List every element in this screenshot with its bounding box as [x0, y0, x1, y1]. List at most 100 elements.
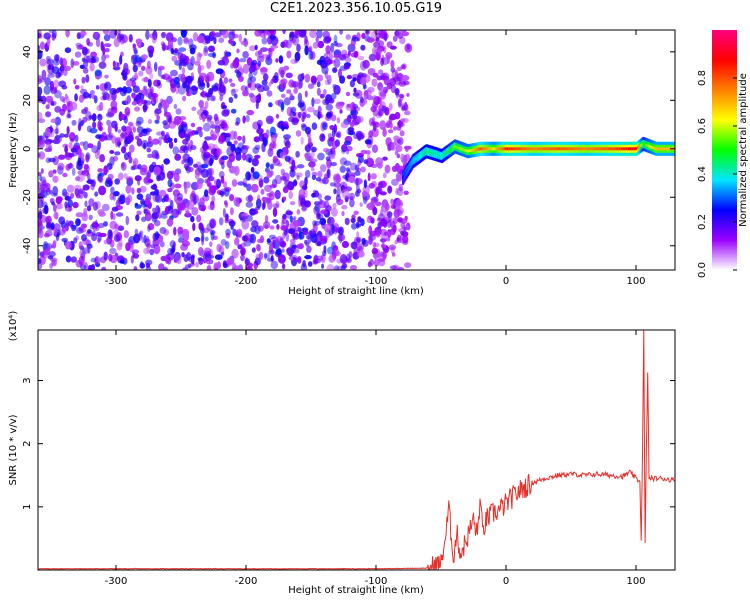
spectrogram-noise-cell [75, 212, 84, 218]
spectrogram-signal-core [523, 147, 527, 151]
spectrogram-signal-core [412, 159, 415, 163]
spectrogram-noise-cell [390, 67, 396, 73]
spectrogram-noise-cell [328, 97, 333, 104]
spectrogram-signal-core [441, 154, 444, 158]
spectrogram-signal-core [607, 147, 611, 151]
spectrogram-noise-cell [111, 109, 118, 114]
spectrogram-noise-cell [131, 100, 138, 106]
spectrogram-noise-cell [174, 183, 182, 189]
spectrogram-noise-cell [274, 189, 281, 200]
spectrogram-noise-cell [74, 134, 79, 142]
spectrogram-noise-cell [82, 116, 88, 123]
spectrogram-noise-cell [53, 79, 59, 89]
spectrogram-noise-cell [397, 217, 403, 223]
spectrogram-signal-core [534, 147, 538, 151]
spectrogram-noise-cell [265, 115, 274, 125]
spectrogram-noise-cell [332, 248, 340, 257]
spectrogram-noise-cell [395, 145, 403, 152]
spectrogram-noise-cell [104, 48, 110, 53]
spectrogram-noise-cell [38, 263, 43, 270]
spectrogram-noise-cell [153, 244, 161, 255]
spectrogram-noise-cell [363, 159, 369, 165]
spectrogram-noise-cell [59, 57, 63, 66]
spectrogram-noise-cell [351, 222, 357, 230]
spectrogram-noise-cell [268, 82, 272, 87]
spectrogram-noise-cell [178, 47, 187, 52]
spectrogram-noise-cell [69, 101, 78, 111]
spectrogram-noise-cell [224, 188, 230, 197]
spectrogram-noise-cell [93, 31, 97, 37]
spectrogram-signal-core [442, 153, 445, 157]
spectrogram-noise-cell [245, 171, 252, 181]
spectrogram-noise-cell [298, 188, 306, 198]
spectrogram-noise-cell [123, 173, 128, 179]
spectrogram-noise-cell [138, 70, 144, 77]
spectrogram-noise-cell [54, 116, 61, 126]
spectrogram-noise-cell [295, 150, 300, 158]
spectrogram-noise-cell [360, 96, 364, 104]
spectrogram-noise-cell [108, 132, 114, 139]
spectrogram-signal-core [525, 147, 529, 151]
spectrogram-noise-cell [222, 208, 226, 218]
spectrogram-noise-cell [137, 178, 141, 186]
spectrogram-noise-cell [367, 86, 375, 93]
spectrogram-noise-cell [149, 33, 155, 39]
spectrogram-noise-cell [72, 61, 80, 66]
spectrogram-noise-cell [219, 94, 223, 102]
spectrogram-signal-core [473, 148, 476, 152]
spectrogram-noise-cell [361, 190, 368, 197]
spectrogram-noise-cell [239, 58, 247, 63]
spectrogram-noise-cell [177, 36, 183, 46]
spectrogram-noise-cell [331, 224, 335, 234]
spectrogram-noise-cell [180, 133, 185, 139]
spectrogram-signal-core [434, 152, 437, 156]
spectrogram-noise-cell [83, 164, 90, 174]
spectrogram-noise-cell [255, 198, 262, 209]
spectrogram-signal-core [498, 147, 501, 151]
spectrogram-noise-cell [280, 69, 285, 78]
spectrogram-noise-cell [366, 37, 375, 43]
spectrogram-signal-core [644, 143, 647, 147]
spectrogram-signal-core [666, 147, 670, 151]
spectrogram-signal-core [417, 155, 420, 159]
spectrogram-noise-cell [214, 129, 220, 138]
spectrogram-noise-cell [261, 196, 268, 202]
spectrogram-noise-cell [196, 214, 202, 223]
spectrogram-signal-core [573, 147, 577, 151]
spectrogram-noise-cell [173, 103, 178, 110]
spectrogram-noise-cell [139, 262, 146, 269]
spectrogram-noise-cell [105, 82, 109, 89]
spectrogram-noise-cell [305, 169, 311, 179]
spectrogram-noise-cell [185, 210, 190, 216]
spectrogram-noise-cell [350, 217, 356, 224]
spectrogram-noise-cell [80, 30, 87, 37]
spectrogram-noise-cell [382, 156, 388, 161]
spectrogram-noise-cell [203, 47, 209, 57]
spectrogram-noise-cell [242, 115, 246, 124]
spectrogram-signal-core [623, 147, 627, 151]
spectrogram-noise-cell [320, 254, 326, 263]
spectrogram-noise-cell [242, 63, 250, 74]
spectrogram-noise-cell [64, 201, 68, 209]
spectrogram-noise-cell [150, 184, 158, 190]
spectrogram-noise-cell [327, 168, 331, 179]
spectrogram-noise-cell [335, 173, 341, 184]
spectrogram-noise-cell [285, 72, 293, 79]
spectrogram-signal-core [448, 148, 451, 152]
spectrogram-noise-cell [293, 220, 301, 227]
spectrogram-noise-cell [323, 88, 327, 96]
spectrogram-signal-core [551, 147, 555, 151]
spectrogram-noise-cell [341, 144, 348, 153]
spectrogram-noise-cell [138, 132, 144, 138]
spectrogram-noise-cell [327, 74, 332, 85]
spectrogram-noise-cell [75, 227, 84, 234]
spectrogram-noise-cell [315, 177, 322, 182]
spectrogram-noise-cell [360, 149, 368, 155]
spectrogram-noise-cell [166, 217, 174, 227]
spectrogram-noise-cell [314, 258, 322, 264]
colorbar-gradient [712, 30, 737, 270]
spectrogram-noise-cell [94, 256, 99, 266]
spectrogram-noise-cell [349, 265, 358, 270]
spectrogram-noise-cell [98, 175, 104, 184]
spectrogram-noise-cell [288, 249, 293, 257]
